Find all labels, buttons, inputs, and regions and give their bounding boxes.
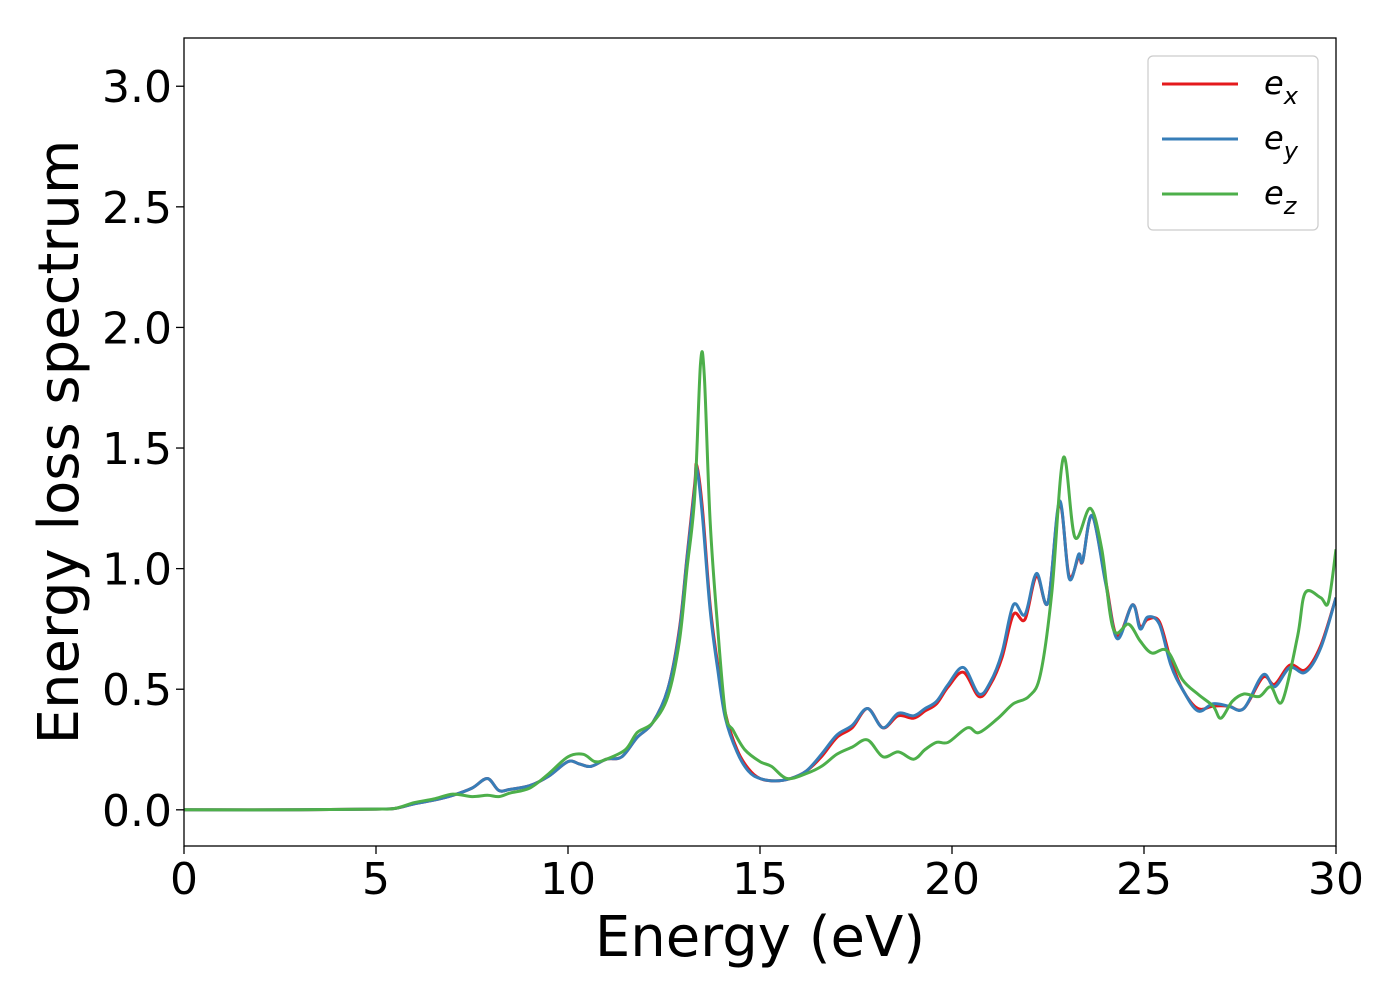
y-tick-label: 0.5: [102, 665, 172, 716]
series-layer: [184, 350, 1336, 812]
y-tick-label: 2.0: [102, 303, 172, 354]
x-tick-label: 15: [732, 854, 788, 905]
y-tick-label: 1.5: [102, 424, 172, 475]
legend-box: [1147, 55, 1319, 231]
y-axis-label: Energy loss spectrum: [27, 140, 92, 745]
series-line-e-y: [184, 464, 1336, 812]
legend-label-e-z: ez: [1264, 174, 1298, 220]
legend-label-e-y: ey: [1264, 119, 1299, 165]
x-tick-label: 5: [362, 854, 390, 905]
x-tick-label: 30: [1308, 854, 1364, 905]
y-tick-label: 3.0: [102, 62, 172, 113]
y-tick-label: 0.0: [102, 786, 172, 837]
x-axis-label: Energy (eV): [595, 905, 925, 970]
series-line-e-z: [184, 350, 1336, 812]
y-axis-ticks: 0.0 0.5 1.0 1.5 2.0 2.5 3.0: [102, 62, 184, 837]
y-tick-label: 1.0: [102, 545, 172, 596]
x-tick-label: 20: [924, 854, 980, 905]
legend: ex ey ez: [1147, 55, 1319, 231]
x-tick-label: 0: [170, 854, 198, 905]
x-tick-label: 25: [1116, 854, 1172, 905]
y-tick-label: 2.5: [102, 183, 172, 234]
legend-label-e-x: ex: [1264, 64, 1299, 110]
x-axis-ticks: 0 5 10 15 20 25 30: [170, 846, 1364, 905]
x-tick-label: 10: [540, 854, 596, 905]
